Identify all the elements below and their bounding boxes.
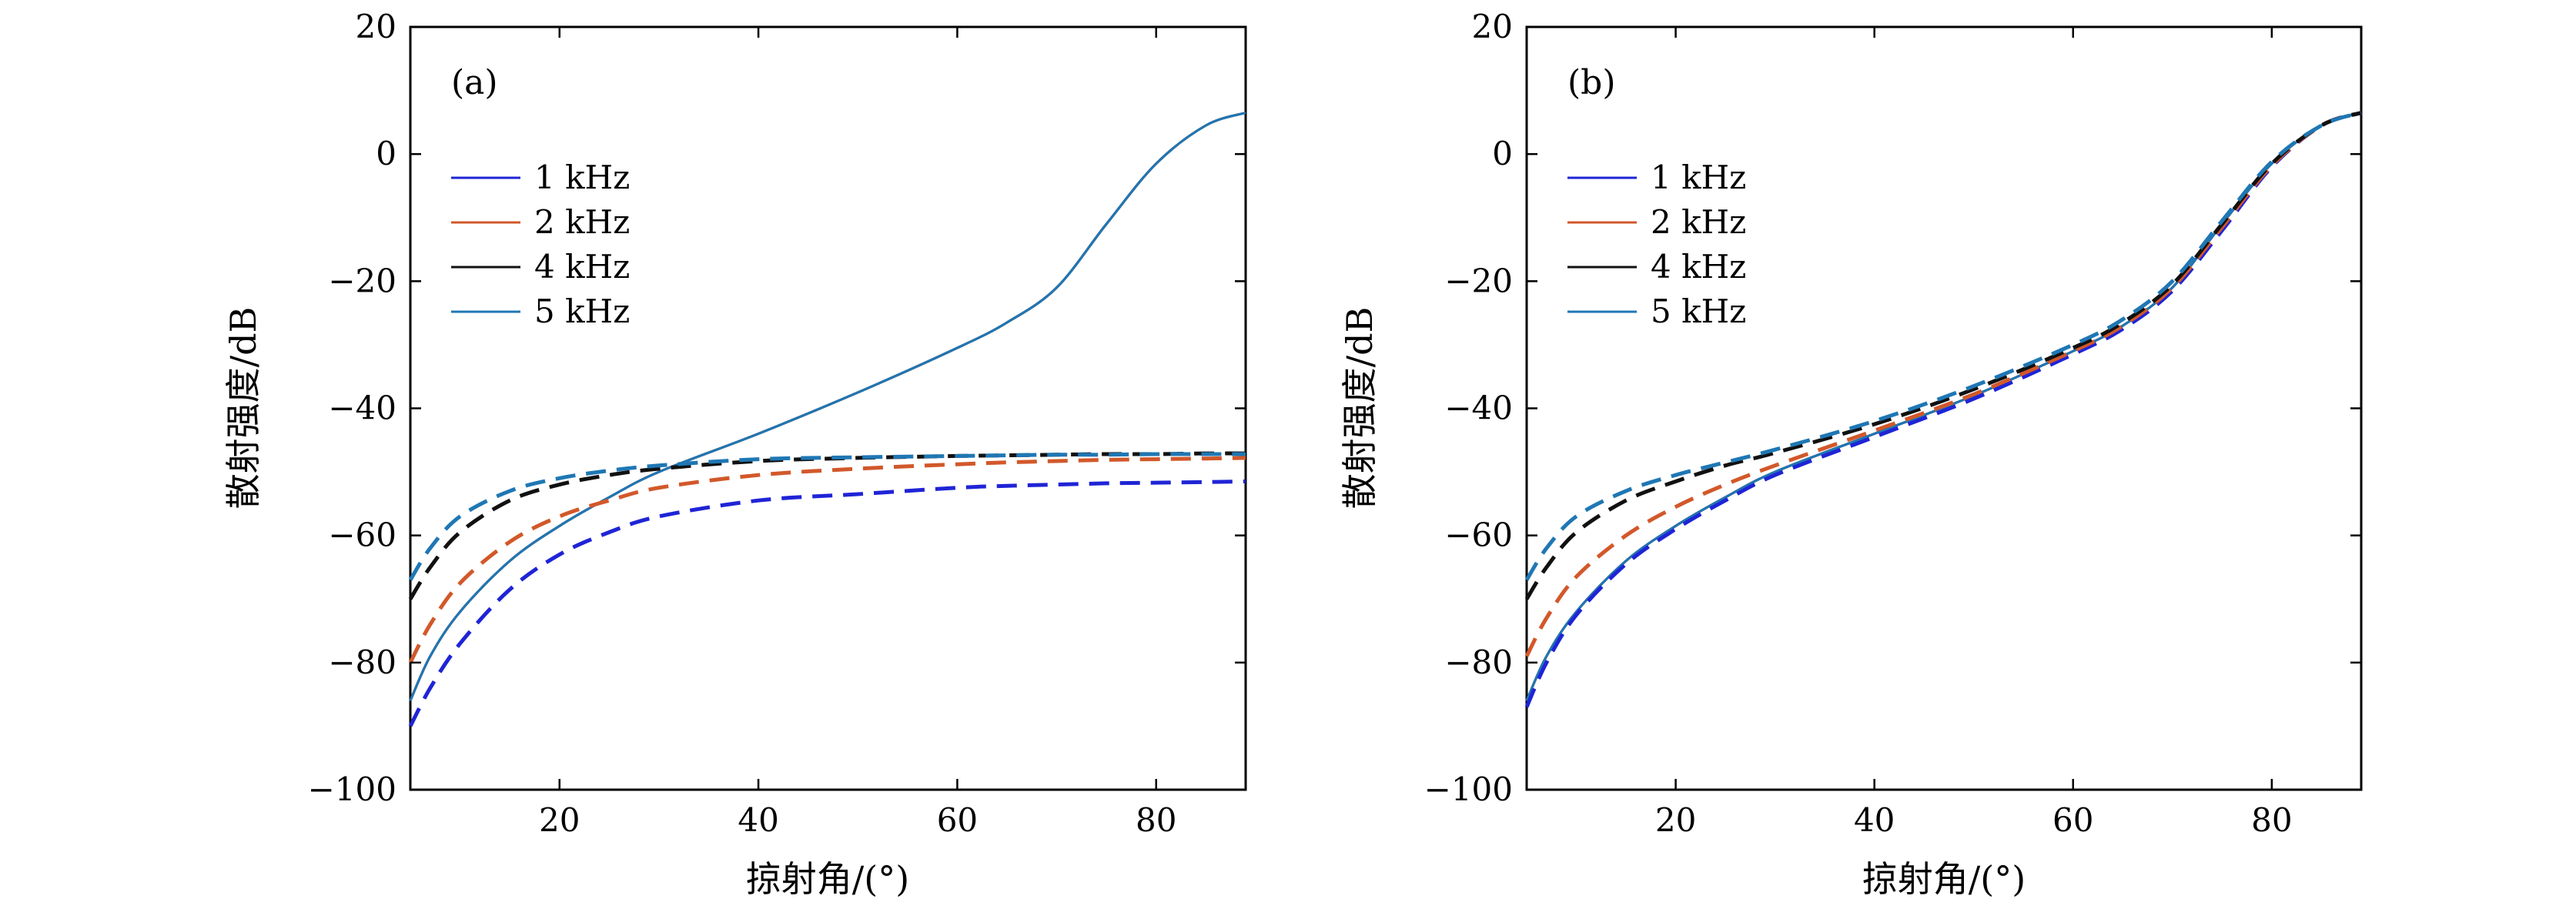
series-line-2khz-solid (409, 112, 1246, 702)
y-axis-label: 散射强度/dB (222, 307, 264, 510)
x-tick-label: 80 (2251, 801, 2292, 839)
y-tick-label: −60 (1444, 516, 1513, 554)
legend-label: 2 kHz (1651, 203, 1746, 241)
y-tick-label: −40 (328, 389, 396, 427)
panel-label: (b) (1567, 63, 1616, 102)
x-tick-label: 40 (738, 801, 778, 839)
y-tick-label: −60 (328, 516, 396, 554)
legend-label: 1 kHz (1651, 159, 1746, 196)
y-tick-label: −20 (328, 262, 396, 299)
x-tick-label: 60 (937, 801, 978, 839)
x-tick-label: 20 (539, 801, 580, 839)
chart-panel-b: 20 40 60 80 20 0 −20 −40 −60 −80 −100 (b) 1 kHz 2 … (1339, 8, 2363, 900)
series-line-5khz-dashed (1524, 111, 2362, 581)
tick-marks (410, 25, 1246, 791)
series-line-1khz-solid (409, 112, 1246, 702)
y-tick-label: 0 (376, 135, 396, 172)
x-tick-label: 80 (1136, 801, 1176, 839)
y-axis-label: 散射强度/dB (1339, 307, 1380, 510)
series-lines (408, 112, 1246, 727)
y-tick-label: −100 (308, 770, 396, 808)
legend-label: 2 kHz (534, 203, 630, 241)
y-tick-label: 20 (1472, 8, 1513, 45)
series-line-4khz-solid (409, 112, 1246, 702)
tick-labels: 20 40 60 80 20 0 −20 −40 −60 −80 −100 (308, 8, 1177, 839)
plot-frame (409, 25, 1247, 791)
tick-marks (1527, 25, 2361, 791)
legend-label: 1 kHz (534, 159, 630, 196)
series-lines (1524, 111, 2362, 708)
series-line-1khz-dashed (408, 480, 1246, 727)
legend-label: 4 kHz (534, 248, 630, 286)
series-line-5khz-solid (409, 112, 1246, 702)
series-line-5khz-dashed (408, 452, 1246, 581)
x-axis-label: 掠射角/(°) (1862, 858, 2026, 900)
x-tick-label: 60 (2052, 801, 2093, 839)
y-tick-label: 0 (1492, 135, 1513, 172)
series-line-1khz-dashed (1524, 111, 2362, 708)
y-tick-label: 20 (356, 8, 396, 45)
legend-label: 5 kHz (1651, 292, 1746, 330)
tick-labels: 20 40 60 80 20 0 −20 −40 −60 −80 −100 (1424, 8, 2293, 839)
chart-panel-a: 20 40 60 80 20 0 −20 −40 −60 −80 −100 (a) 1 kHz 2 … (222, 8, 1247, 900)
panel-label: (a) (451, 63, 498, 102)
y-tick-label: −80 (1444, 643, 1513, 681)
series-line-2khz-dashed (408, 456, 1246, 663)
y-tick-label: −80 (328, 643, 396, 681)
legend: 1 kHz 2 kHz 4 kHz 5 kHz (1567, 159, 1746, 330)
legend-label: 4 kHz (1651, 248, 1746, 286)
x-tick-label: 20 (1655, 801, 1696, 839)
y-tick-label: −20 (1444, 262, 1513, 299)
x-axis-label: 掠射角/(°) (746, 858, 909, 900)
legend: 1 kHz 2 kHz 4 kHz 5 kHz (451, 159, 630, 330)
legend-label: 5 kHz (534, 292, 630, 330)
y-tick-label: −40 (1444, 389, 1513, 427)
x-tick-label: 40 (1854, 801, 1895, 839)
y-tick-label: −100 (1424, 770, 1513, 808)
